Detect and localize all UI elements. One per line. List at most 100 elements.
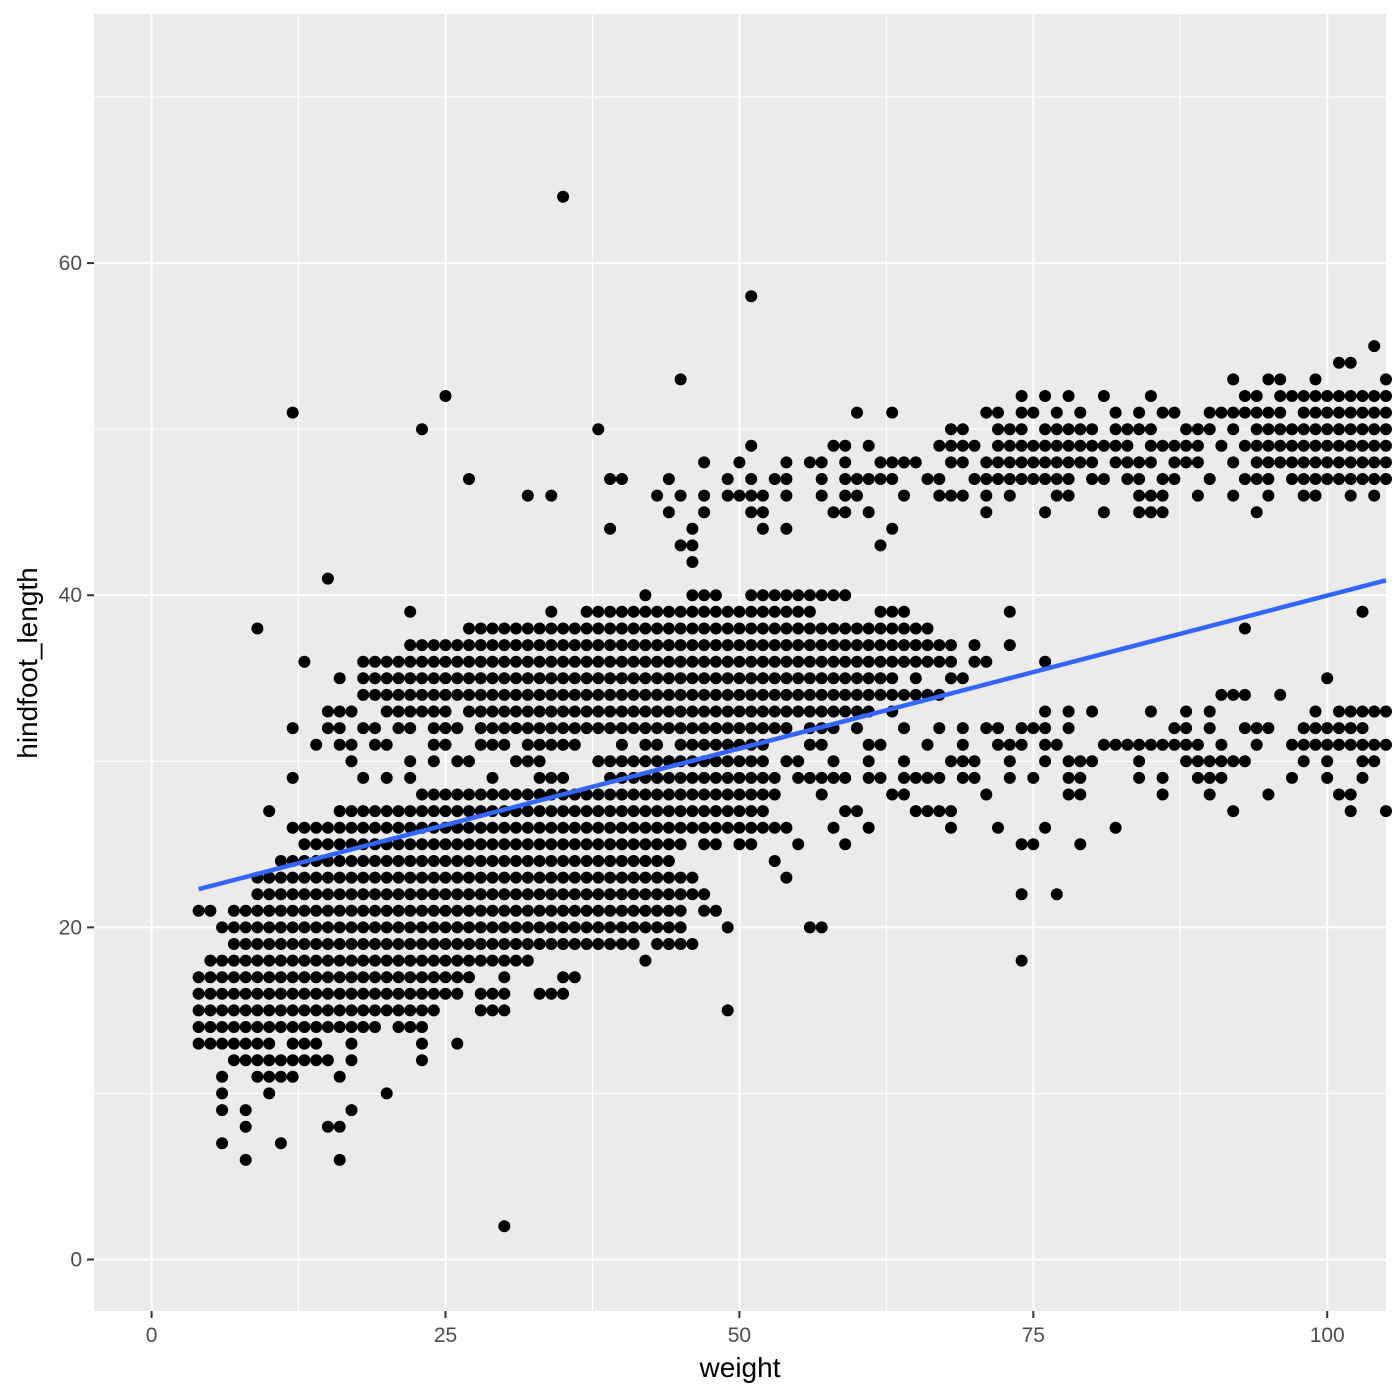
data-point — [416, 938, 428, 950]
data-point — [498, 888, 511, 901]
data-point — [709, 738, 722, 751]
data-point — [839, 456, 852, 469]
data-point — [874, 456, 887, 469]
data-point — [321, 971, 334, 984]
data-point — [557, 655, 570, 668]
data-point — [298, 921, 311, 934]
data-point — [486, 672, 499, 685]
data-point — [1274, 406, 1287, 419]
data-point — [1050, 489, 1063, 502]
data-point — [474, 904, 487, 917]
data-point — [839, 489, 852, 502]
data-point — [839, 771, 852, 784]
data-point — [1215, 755, 1228, 768]
data-point — [615, 722, 628, 735]
data-point — [651, 688, 664, 701]
data-point — [745, 605, 758, 618]
data-point — [521, 639, 534, 652]
data-point — [909, 639, 922, 652]
data-point — [592, 938, 605, 950]
data-point — [674, 722, 687, 735]
data-point — [992, 439, 1004, 452]
data-point — [216, 987, 229, 1000]
data-point — [803, 589, 816, 602]
data-point — [604, 888, 617, 901]
data-point — [321, 904, 334, 917]
data-point — [1215, 688, 1228, 701]
data-point — [1333, 456, 1345, 469]
y-tick-label: 0 — [70, 1249, 82, 1272]
data-point — [1003, 755, 1016, 768]
data-point — [1121, 473, 1134, 485]
data-point — [592, 838, 605, 851]
data-point — [686, 622, 699, 635]
data-points — [192, 190, 1392, 1233]
data-point — [639, 639, 652, 652]
data-point — [792, 655, 805, 668]
data-point — [662, 688, 675, 701]
data-point — [251, 921, 264, 934]
data-point — [639, 855, 652, 867]
data-point — [321, 821, 334, 834]
data-point — [369, 971, 381, 984]
data-point — [639, 954, 652, 967]
data-point — [533, 888, 546, 901]
data-point — [721, 921, 734, 934]
data-point — [1003, 738, 1016, 751]
data-point — [545, 871, 558, 884]
data-point — [639, 722, 652, 735]
data-point — [192, 1021, 205, 1033]
data-point — [580, 672, 593, 685]
data-point — [815, 655, 828, 668]
data-point — [627, 722, 640, 735]
data-point — [733, 771, 746, 784]
data-point — [1238, 622, 1251, 635]
data-point — [227, 1004, 240, 1017]
data-point — [369, 688, 381, 701]
data-point — [592, 722, 605, 735]
data-point — [604, 938, 617, 950]
data-point — [298, 1037, 311, 1050]
data-point — [1274, 373, 1287, 386]
data-point — [427, 639, 440, 652]
data-point — [745, 290, 758, 303]
data-point — [392, 971, 405, 984]
data-point — [486, 855, 499, 867]
data-point — [345, 871, 358, 884]
data-point — [1227, 373, 1240, 386]
data-point — [768, 605, 781, 618]
data-point — [1286, 771, 1298, 784]
data-point — [604, 639, 617, 652]
data-point — [439, 971, 452, 984]
data-point — [1344, 805, 1357, 818]
data-point — [416, 805, 428, 818]
data-point — [427, 722, 440, 735]
data-point — [639, 622, 652, 635]
data-point — [780, 473, 793, 485]
x-tick-label: 25 — [434, 1324, 457, 1347]
data-point — [463, 855, 475, 867]
data-point — [698, 771, 711, 784]
data-point — [263, 888, 276, 901]
data-point — [451, 655, 464, 668]
data-point — [263, 921, 276, 934]
data-point — [533, 672, 546, 685]
data-point — [274, 888, 287, 901]
data-point — [310, 904, 323, 917]
data-point — [1109, 456, 1122, 469]
data-point — [310, 838, 323, 851]
data-point — [568, 622, 581, 635]
data-point — [827, 506, 840, 519]
data-point — [980, 456, 993, 469]
data-point — [557, 987, 570, 1000]
data-point — [404, 705, 417, 718]
data-point — [263, 1021, 276, 1033]
data-point — [721, 1004, 734, 1017]
data-point — [1297, 456, 1310, 469]
data-point — [627, 888, 640, 901]
data-point — [286, 971, 299, 984]
data-point — [627, 622, 640, 635]
data-point — [1003, 489, 1016, 502]
data-point — [862, 771, 875, 784]
data-point — [463, 821, 475, 834]
